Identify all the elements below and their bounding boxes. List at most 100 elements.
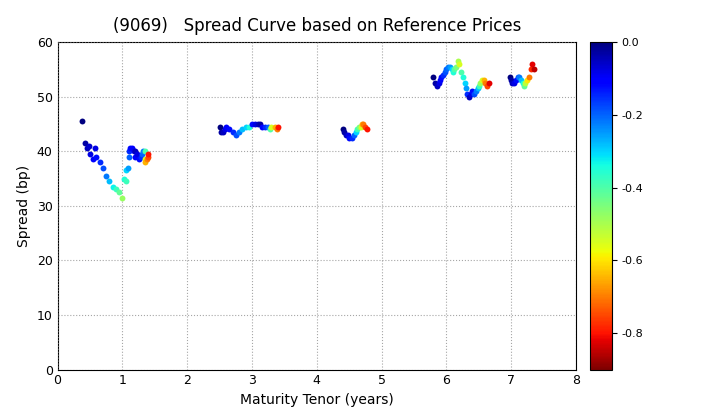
Point bbox=[360, 123, 372, 130]
Point bbox=[442, 63, 454, 70]
Point bbox=[88, 156, 99, 163]
Point bbox=[107, 183, 119, 190]
Point bbox=[523, 74, 535, 81]
Point bbox=[521, 77, 533, 84]
X-axis label: Maturity Tenor (years): Maturity Tenor (years) bbox=[240, 393, 394, 407]
Point bbox=[140, 156, 151, 163]
Point bbox=[465, 90, 477, 97]
Point bbox=[219, 126, 230, 133]
Point bbox=[128, 148, 140, 155]
Point bbox=[430, 80, 441, 87]
Point bbox=[436, 74, 447, 81]
Point bbox=[143, 153, 154, 160]
Point bbox=[130, 153, 141, 160]
Point bbox=[358, 121, 369, 127]
Point bbox=[79, 139, 91, 146]
Point bbox=[125, 145, 136, 152]
Point bbox=[269, 123, 281, 130]
Point bbox=[272, 123, 284, 130]
Point bbox=[472, 85, 483, 92]
Point bbox=[262, 123, 274, 130]
Point bbox=[356, 121, 368, 127]
Point bbox=[441, 66, 452, 73]
Point bbox=[455, 68, 467, 76]
Point bbox=[120, 178, 132, 184]
Point bbox=[130, 148, 141, 155]
Point bbox=[341, 131, 352, 138]
Point bbox=[271, 126, 282, 133]
Point bbox=[469, 88, 481, 94]
Point bbox=[127, 145, 138, 152]
Point bbox=[84, 150, 96, 157]
Point bbox=[143, 150, 154, 157]
Point bbox=[515, 77, 526, 84]
Point bbox=[464, 93, 475, 100]
Point bbox=[140, 148, 151, 155]
Point bbox=[254, 121, 266, 127]
Point bbox=[454, 60, 465, 67]
Point bbox=[467, 88, 478, 94]
Point bbox=[361, 126, 373, 133]
Point bbox=[240, 123, 251, 130]
Point bbox=[76, 118, 88, 124]
Point bbox=[94, 159, 106, 165]
Point bbox=[100, 172, 112, 179]
Point bbox=[215, 129, 227, 135]
Point bbox=[259, 123, 271, 130]
Point bbox=[483, 80, 495, 87]
Point bbox=[223, 126, 235, 133]
Point bbox=[131, 150, 143, 157]
Point bbox=[446, 66, 457, 73]
Point bbox=[460, 85, 472, 92]
Point bbox=[477, 77, 488, 84]
Point bbox=[256, 123, 268, 130]
Point bbox=[227, 129, 238, 135]
Point bbox=[230, 131, 242, 138]
Point bbox=[138, 148, 149, 155]
Point bbox=[118, 175, 130, 182]
Point bbox=[433, 80, 444, 87]
Point bbox=[444, 63, 456, 70]
Point bbox=[428, 74, 439, 81]
Point bbox=[351, 126, 363, 133]
Point bbox=[451, 63, 462, 70]
Point bbox=[510, 77, 522, 84]
Point bbox=[342, 131, 354, 138]
Point bbox=[462, 90, 473, 97]
Point bbox=[217, 129, 229, 135]
Point bbox=[457, 74, 469, 81]
Point bbox=[449, 66, 460, 73]
Point bbox=[513, 74, 525, 81]
Point bbox=[135, 153, 146, 160]
Point bbox=[468, 90, 480, 97]
Point bbox=[473, 82, 485, 89]
Point bbox=[110, 186, 122, 193]
Point bbox=[236, 126, 248, 133]
Point bbox=[122, 164, 133, 171]
Point bbox=[528, 66, 540, 73]
Point bbox=[525, 66, 536, 73]
Point bbox=[136, 150, 148, 157]
Point bbox=[348, 131, 360, 138]
Point bbox=[123, 148, 135, 155]
Point bbox=[120, 167, 132, 174]
Point bbox=[114, 189, 125, 196]
Point bbox=[354, 123, 365, 130]
Point bbox=[123, 153, 135, 160]
Point bbox=[89, 145, 101, 152]
Point bbox=[246, 121, 258, 127]
Point bbox=[431, 82, 442, 89]
Point bbox=[347, 134, 359, 141]
Point bbox=[338, 129, 350, 135]
Title: (9069)   Spread Curve based on Reference Prices: (9069) Spread Curve based on Reference P… bbox=[112, 17, 521, 35]
Point bbox=[249, 121, 261, 127]
Point bbox=[97, 164, 109, 171]
Point bbox=[266, 123, 277, 130]
Point bbox=[337, 126, 348, 133]
Point bbox=[140, 159, 151, 165]
Point bbox=[474, 80, 486, 87]
Point bbox=[132, 156, 144, 163]
Point bbox=[214, 123, 225, 130]
Point bbox=[350, 129, 361, 135]
Point bbox=[117, 194, 128, 201]
